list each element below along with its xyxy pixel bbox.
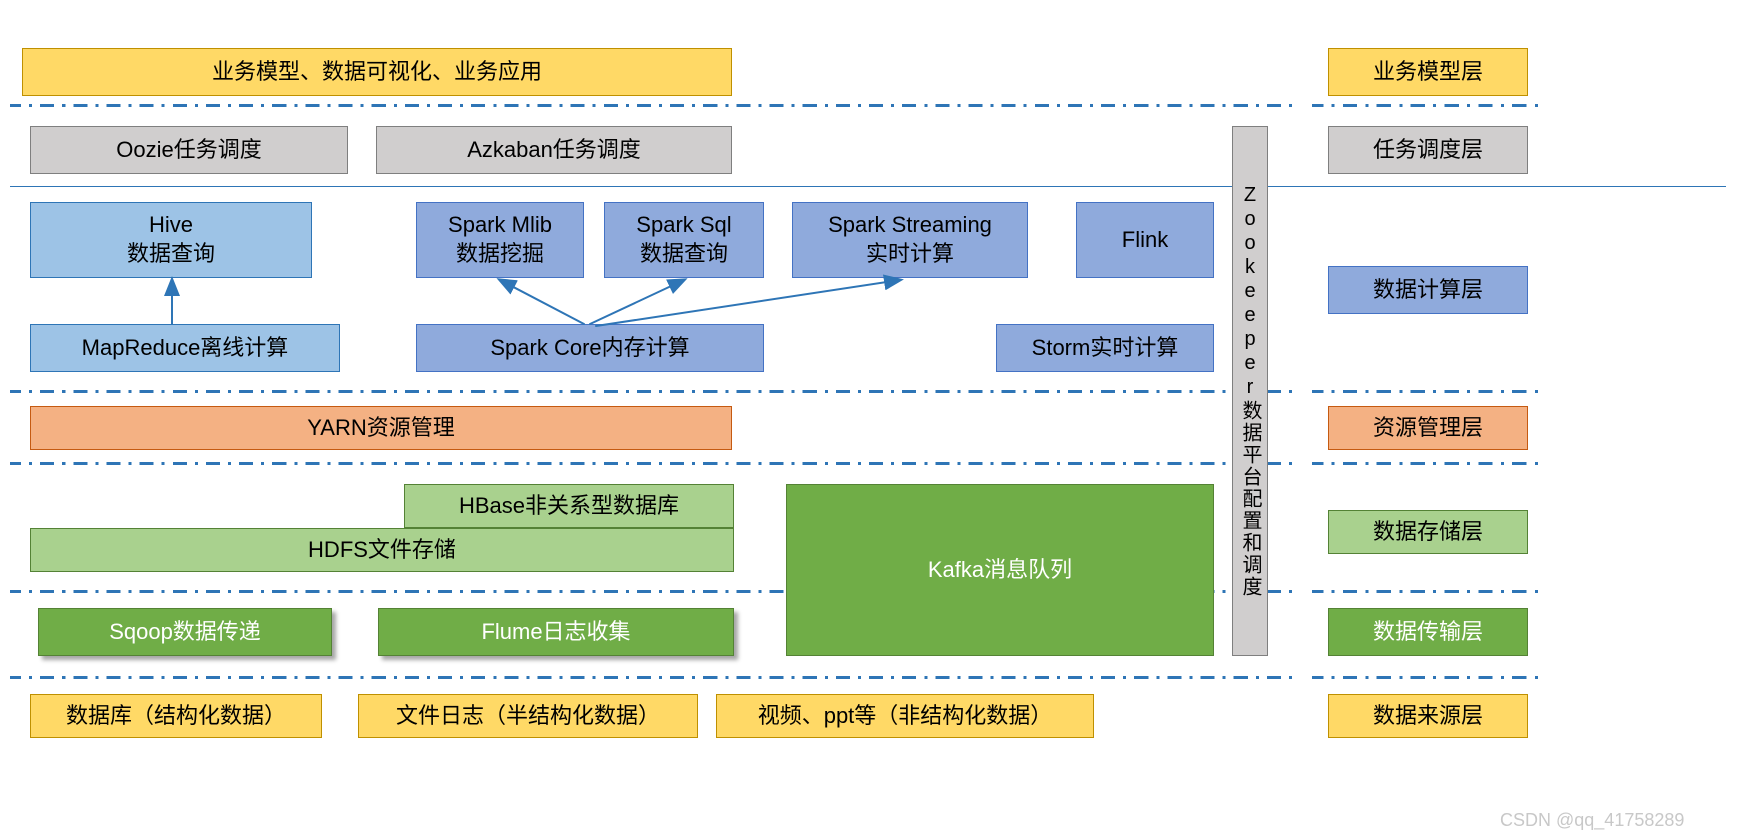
arrow-core-stream <box>596 280 900 326</box>
box-azkaban: Azkaban任务调度 <box>376 126 732 174</box>
watermark: CSDN @qq_41758289 <box>1500 810 1684 831</box>
box-flume: Flume日志收集 <box>378 608 734 656</box>
diagram-stage: 业务模型、数据可视化、业务应用 Oozie任务调度 Azkaban任务调度 Hive … <box>0 0 1746 838</box>
arrow-core-sql <box>590 280 684 324</box>
layer-storage: 数据存储层 <box>1328 510 1528 554</box>
box-hive: Hive 数据查询 <box>30 202 312 278</box>
box-src-video: 视频、ppt等（非结构化数据） <box>716 694 1094 738</box>
layer-business: 业务模型层 <box>1328 48 1528 96</box>
rsep-1 <box>1312 104 1544 107</box>
box-hbase: HBase非关系型数据库 <box>404 484 734 528</box>
rsep-5 <box>1312 590 1544 593</box>
box-src-db: 数据库（结构化数据） <box>30 694 322 738</box>
arrow-core-mlib <box>500 280 584 324</box>
box-src-file: 文件日志（半结构化数据） <box>358 694 698 738</box>
box-spark-mlib: Spark Mlib 数据挖掘 <box>416 202 584 278</box>
box-spark-core: Spark Core内存计算 <box>416 324 764 372</box>
box-zookeeper: Zookeeper数据平台配置和调度 <box>1232 126 1268 656</box>
box-hdfs: HDFS文件存储 <box>30 528 734 572</box>
rsep-6 <box>1312 676 1544 679</box>
layer-transport: 数据传输层 <box>1328 608 1528 656</box>
sep-1 <box>10 104 1298 107</box>
layer-source: 数据来源层 <box>1328 694 1528 738</box>
layer-schedule: 任务调度层 <box>1328 126 1528 174</box>
rsep-4 <box>1312 462 1544 465</box>
layer-compute: 数据计算层 <box>1328 266 1528 314</box>
sep-4 <box>10 462 1298 465</box>
box-mapreduce: MapReduce离线计算 <box>30 324 340 372</box>
box-kafka: Kafka消息队列 <box>786 484 1214 656</box>
box-spark-stream: Spark Streaming 实时计算 <box>792 202 1028 278</box>
box-oozie: Oozie任务调度 <box>30 126 348 174</box>
sep-3 <box>10 390 1298 393</box>
box-yarn: YARN资源管理 <box>30 406 732 450</box>
box-storm: Storm实时计算 <box>996 324 1214 372</box>
box-flink: Flink <box>1076 202 1214 278</box>
sep-6 <box>10 676 1298 679</box>
box-business: 业务模型、数据可视化、业务应用 <box>22 48 732 96</box>
layer-resource: 资源管理层 <box>1328 406 1528 450</box>
line-top <box>10 186 1726 187</box>
box-sqoop: Sqoop数据传递 <box>38 608 332 656</box>
box-spark-sql: Spark Sql 数据查询 <box>604 202 764 278</box>
rsep-3 <box>1312 390 1544 393</box>
